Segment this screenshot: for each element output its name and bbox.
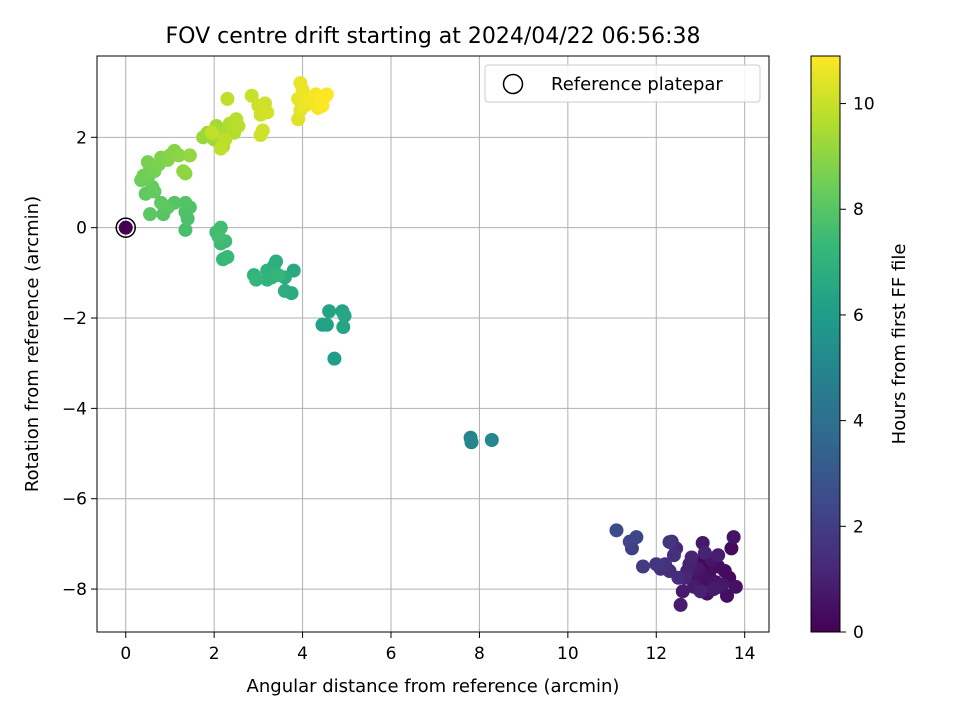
x-tick-label: 8	[474, 644, 485, 664]
data-point	[671, 570, 686, 585]
axis-ticks: 0 2 4 6 8 10 12 14 −8 −6 −4 −2 0 2	[62, 128, 756, 664]
grid	[97, 56, 769, 632]
data-point	[706, 582, 721, 597]
y-axis-label: Rotation from reference (arcmin)	[22, 196, 43, 492]
data-point	[322, 304, 337, 319]
legend-marker	[502, 73, 524, 95]
data-point	[675, 584, 690, 599]
x-tick-label: 2	[209, 644, 220, 664]
data-point	[271, 268, 286, 283]
colorbar-tick-label: 8	[853, 200, 864, 220]
data-point	[255, 123, 270, 138]
data-point	[244, 88, 259, 103]
y-tick-label: 2	[76, 128, 87, 148]
colorbar-label: Hours from first FF file	[889, 244, 910, 445]
x-tick-label: 4	[297, 644, 308, 664]
data-point	[673, 597, 688, 612]
reference-point-marker	[115, 217, 136, 238]
data-point	[697, 545, 712, 560]
x-tick-label: 14	[734, 644, 756, 664]
data-point	[609, 523, 624, 538]
x-tick-label: 6	[386, 644, 397, 664]
colorbar-gradient	[810, 55, 841, 633]
data-point	[178, 195, 193, 210]
data-point	[277, 283, 292, 298]
data-point	[182, 148, 197, 163]
plot-frame	[96, 55, 770, 633]
data-point	[260, 105, 275, 120]
colorbar-tick-label: 2	[853, 517, 864, 537]
y-tick-label: −4	[62, 399, 87, 419]
data-point	[337, 308, 352, 323]
data-point	[249, 272, 264, 287]
reference-point-fill	[118, 220, 133, 235]
data-point	[728, 579, 743, 594]
data-point	[211, 229, 226, 244]
data-point	[464, 435, 479, 450]
data-point	[649, 557, 664, 572]
data-point	[636, 559, 650, 574]
data-point	[140, 155, 155, 170]
y-tick-label: −8	[62, 580, 87, 600]
data-point	[260, 272, 275, 287]
data-point	[143, 207, 158, 222]
data-point	[484, 433, 499, 447]
data-point	[629, 530, 644, 545]
data-point	[319, 87, 334, 102]
x-tick-label: 0	[120, 644, 131, 664]
chart-title: FOV centre drift starting at 2024/04/22 …	[166, 24, 701, 49]
data-point	[220, 250, 235, 265]
data-point	[724, 541, 739, 556]
data-point	[176, 164, 191, 179]
data-point	[726, 530, 741, 545]
data-point	[662, 535, 677, 550]
data-point	[213, 141, 228, 156]
data-point	[231, 119, 246, 134]
data-point	[204, 125, 219, 140]
data-point	[327, 351, 342, 366]
scatter-points	[115, 76, 743, 612]
data-point	[711, 548, 726, 563]
colorbar-tick-label: 6	[853, 306, 864, 326]
legend-entry: Reference platepar	[551, 74, 723, 95]
data-point	[693, 584, 708, 599]
data-point	[666, 548, 681, 563]
data-point	[684, 550, 699, 565]
colorbar: 0 2 4 6 8 10	[810, 55, 875, 643]
data-point	[336, 320, 351, 335]
x-tick-label: 12	[645, 644, 667, 664]
data-point	[319, 317, 334, 332]
y-tick-label: −2	[62, 309, 87, 329]
x-axis-label: Angular distance from reference (arcmin)	[247, 676, 620, 697]
data-point	[178, 222, 193, 237]
data-point	[220, 91, 235, 106]
x-tick-label: 10	[557, 644, 579, 664]
data-point	[171, 148, 186, 163]
data-point	[154, 195, 169, 210]
legend-box	[484, 64, 761, 103]
y-tick-label: 0	[76, 219, 87, 239]
y-tick-label: −6	[62, 490, 87, 510]
colorbar-tick-label: 10	[853, 95, 875, 115]
colorbar-tick-label: 0	[853, 623, 864, 643]
legend: Reference platepar	[484, 64, 761, 103]
colorbar-tick-label: 4	[853, 412, 864, 432]
